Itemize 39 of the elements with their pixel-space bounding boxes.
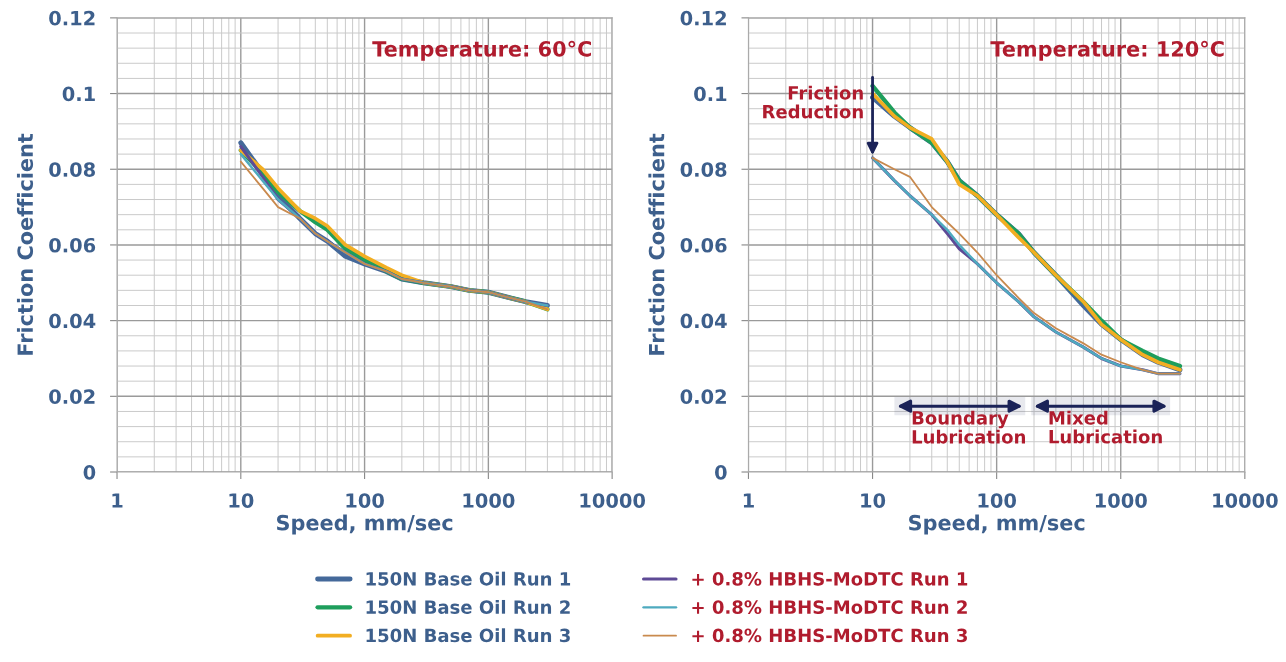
y-tick-label: 0.08 [49, 162, 95, 177]
y-axis-title: Friction Coefficient [16, 133, 34, 355]
y-tick-label: 0.06 [680, 237, 727, 253]
legend-label: 150N Base Oil Run 2 [366, 599, 570, 614]
annotation: Temperature: 60°C [372, 40, 591, 61]
y-tick-label: 0.02 [49, 389, 95, 404]
x-tick-label: 10000 [580, 493, 646, 508]
x-axis-title: Speed, mm/sec [909, 514, 1085, 535]
annotation: Friction Reduction [763, 85, 863, 119]
y-tick-label: 0.02 [680, 389, 726, 404]
y-tick-label: 0.12 [680, 10, 726, 26]
x-tick-label: 10000 [1213, 493, 1278, 508]
x-tick-label: 1000 [1095, 493, 1147, 508]
x-tick-label: 10 [861, 493, 886, 508]
y-tick-label: 0 [715, 464, 727, 480]
legend-label: + 0.8% HBHS-MoDTC Run 3 [692, 628, 967, 643]
legend-label: + 0.8% HBHS-MoDTC Run 1 [692, 571, 968, 586]
annotation: Temperature: 120°C [990, 40, 1224, 61]
y-axis-title: Friction Coefficient [648, 133, 665, 355]
x-axis-title: Speed, mm/sec [276, 514, 453, 535]
x-tick-label: 100 [978, 493, 1017, 508]
y-tick-label: 0.1 [62, 86, 95, 102]
x-tick-label: 10 [229, 493, 254, 508]
x-tick-label: 1000 [463, 493, 515, 508]
y-tick-label: 0.08 [680, 162, 727, 177]
x-tick-label: 1 [743, 493, 754, 508]
band-label: Mixed Lubrication [1049, 410, 1162, 444]
y-tick-label: 0 [83, 464, 96, 480]
legend-label: + 0.8% HBHS-MoDTC Run 2 [692, 600, 967, 614]
x-tick-label: 100 [346, 493, 384, 508]
y-tick-label: 0.04 [680, 313, 727, 329]
band-label: Boundary Lubrication [912, 410, 1025, 444]
y-tick-label: 0.1 [694, 86, 727, 102]
y-tick-label: 0.06 [49, 237, 96, 253]
legend-label: 150N Base Oil Run 1 [366, 571, 571, 586]
legend-label: 150N Base Oil Run 3 [366, 628, 570, 643]
y-tick-label: 0.12 [49, 10, 95, 26]
y-tick-label: 0.04 [49, 313, 96, 329]
x-tick-label: 1 [112, 493, 123, 508]
